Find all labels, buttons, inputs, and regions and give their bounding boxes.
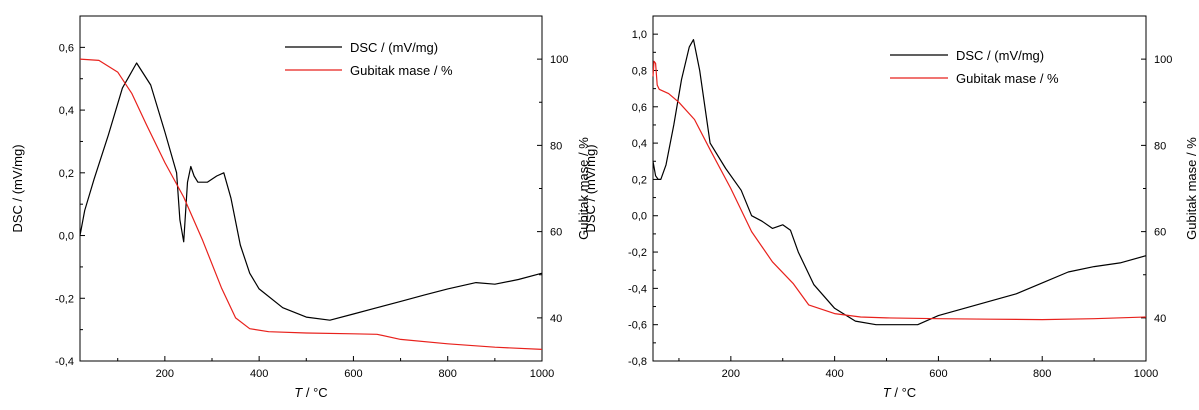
y-tick-label: -0,4 bbox=[628, 283, 647, 295]
y-tick-label: -0,2 bbox=[628, 247, 647, 259]
x-tick-label: 800 bbox=[1033, 368, 1051, 380]
x-axis-label: T / °C bbox=[294, 385, 327, 400]
y2-tick-label: 100 bbox=[1154, 54, 1172, 66]
x-tick-label: 200 bbox=[722, 368, 740, 380]
x-axis-variable: T bbox=[883, 385, 892, 400]
x-axis-label: T / °C bbox=[883, 385, 916, 400]
y-tick-label: 0,8 bbox=[632, 65, 647, 77]
legend-label-mass-loss: Gubitak mase / % bbox=[956, 71, 1059, 86]
x-tick-label: 1000 bbox=[530, 368, 554, 380]
legend-label-mass-loss: Gubitak mase / % bbox=[350, 63, 453, 78]
legend-label-dsc: DSC / (mV/mg) bbox=[956, 48, 1044, 63]
y-axis-label: DSC / (mV/mg) bbox=[583, 144, 598, 232]
y2-tick-label: 40 bbox=[1154, 313, 1166, 325]
x-tick-label: 1000 bbox=[1134, 368, 1158, 380]
x-axis-unit: / °C bbox=[302, 385, 327, 400]
x-tick-label: 800 bbox=[439, 368, 457, 380]
y-axis-label: DSC / (mV/mg) bbox=[10, 144, 25, 232]
y2-axis-label: Gubitak mase / % bbox=[576, 137, 591, 240]
y-tick-label: -0,4 bbox=[55, 356, 74, 368]
y-tick-label: 0,2 bbox=[632, 174, 647, 186]
chart-panel-right: 200 400 600 800 1000 -0,8 -0,6 -0,4 -0,2 0,0 0,2 0,… bbox=[583, 15, 1199, 400]
x-tick-label: 200 bbox=[156, 368, 174, 380]
x-tick-label: 400 bbox=[250, 368, 268, 380]
x-axis-variable: T bbox=[294, 385, 303, 400]
y-tick-label: 0,6 bbox=[59, 42, 74, 54]
y2-tick-label: 60 bbox=[1154, 227, 1166, 239]
y-tick-label: 0,6 bbox=[632, 102, 647, 114]
y-tick-label: 0,2 bbox=[59, 168, 74, 180]
y-tick-label: -0,8 bbox=[628, 356, 647, 368]
chart-panel-left: 200 400 600 800 1000 -0,4 -0,2 0,0 0,2 0,4 0,6 40 60… bbox=[10, 15, 591, 400]
y2-tick-label: 80 bbox=[1154, 140, 1166, 152]
x-tick-label: 600 bbox=[344, 368, 362, 380]
y-tick-label: 0,4 bbox=[59, 105, 74, 117]
y-tick-label: 0,0 bbox=[632, 211, 647, 223]
y-tick-label: 1,0 bbox=[632, 29, 647, 41]
x-tick-label: 600 bbox=[929, 368, 947, 380]
mass-loss-series-line bbox=[79, 58, 543, 350]
dsc-series-line bbox=[79, 62, 543, 321]
y2-tick-label: 100 bbox=[550, 54, 568, 66]
x-axis-unit: / °C bbox=[891, 385, 916, 400]
legend-label-dsc: DSC / (mV/mg) bbox=[350, 40, 438, 55]
y2-tick-label: 80 bbox=[550, 140, 562, 152]
plot-frame bbox=[652, 15, 1147, 362]
plot-frame bbox=[79, 15, 543, 362]
y-tick-label: -0,6 bbox=[628, 320, 647, 332]
x-tick-label: 400 bbox=[825, 368, 843, 380]
y2-tick-label: 40 bbox=[550, 313, 562, 325]
y2-axis-label: Gubitak mase / % bbox=[1184, 137, 1199, 240]
y-tick-label: 0,0 bbox=[59, 231, 74, 243]
y-tick-label: -0,2 bbox=[55, 293, 74, 305]
mass-loss-series-line bbox=[652, 60, 1147, 321]
y-tick-label: 0,4 bbox=[632, 138, 647, 150]
y2-tick-label: 60 bbox=[550, 227, 562, 239]
dsc-series-line bbox=[652, 38, 1147, 326]
